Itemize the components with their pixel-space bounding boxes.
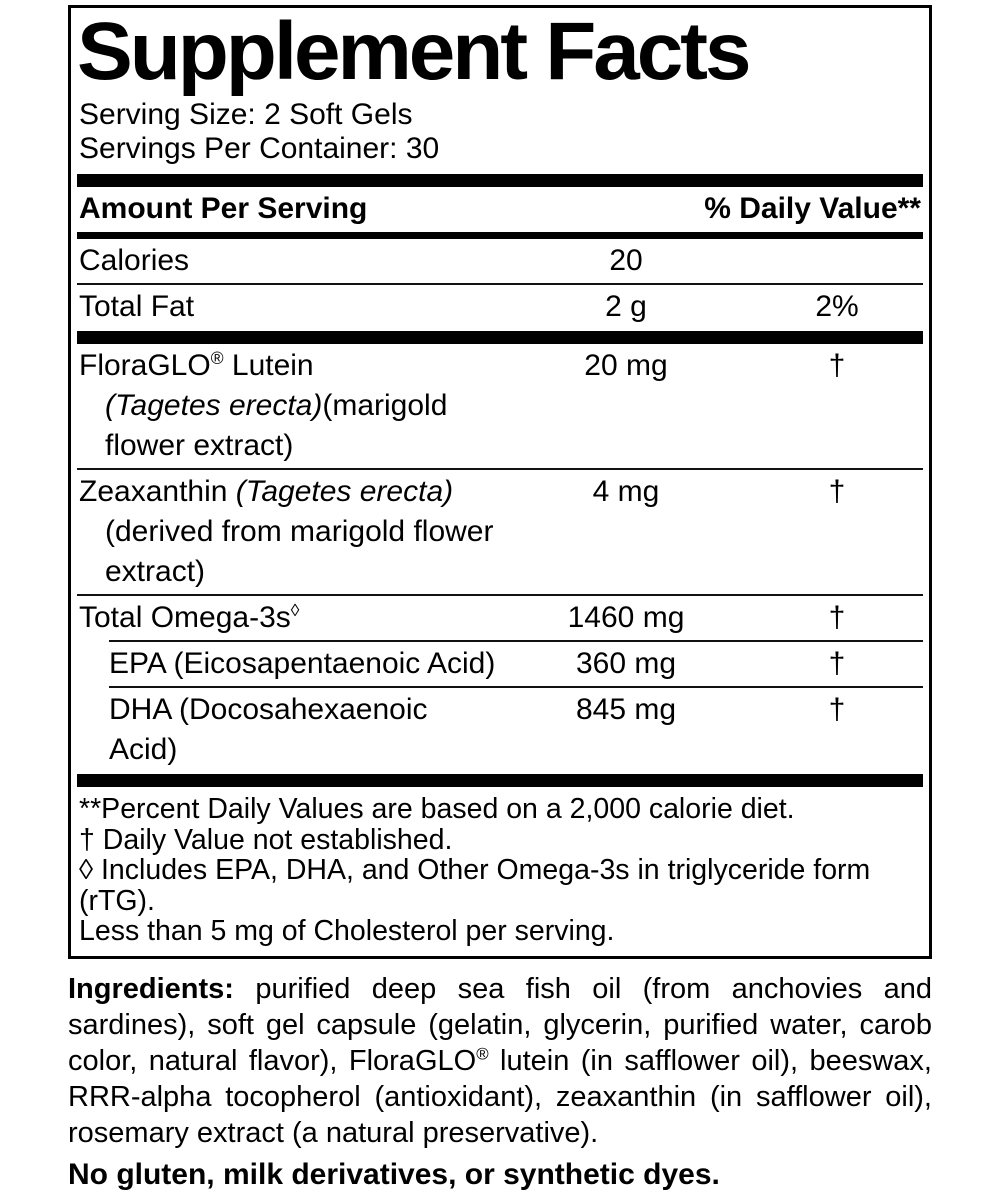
nutrient-name: EPA (Eicosapentaenoic Acid) [109,647,496,680]
row-divider [77,594,923,596]
ingredients-text: Ingredients: purified deep sea fish oil … [68,972,932,1149]
header-divider-bar [77,232,923,239]
nutrient-row-dha: DHA (Docosahexaenoic Acid) 845 mg † [77,688,923,772]
supplement-facts-panel: Supplement Facts Serving Size: 2 Soft Ge… [68,5,932,959]
amount-per-serving-header: Amount Per Serving [79,192,368,225]
nutrient-row-total-omega3: Total Omega-3s◊ 1460 mg † [77,596,923,640]
nutrient-daily-value: † [828,349,846,382]
nutrient-name-line1: Zeaxanthin (Tagetes erecta) [79,475,454,508]
nutrient-daily-value: † [828,647,846,680]
nutrient-name-line2: (Tagetes erecta)(marigold flower extract… [105,389,448,462]
daily-value-header: % Daily Value** [704,192,921,225]
nutrient-name: DHA (Docosahexaenoic Acid) [109,693,428,766]
nutrient-amount: 1460 mg [567,601,685,634]
nutrient-daily-value: 2% [815,290,859,323]
nutrient-name: Total Fat [79,290,195,323]
nutrient-row-zeaxanthin: Zeaxanthin (Tagetes erecta) (derived fro… [77,470,923,594]
nutrient-name: FloraGLO® Lutein (Tagetes erecta)(marigo… [77,346,501,466]
nutrient-amount: 845 mg [575,693,677,726]
column-header-row: Amount Per Serving % Daily Value** [77,187,923,232]
footnote-daily-value: **Percent Daily Values are based on a 2,… [79,793,795,825]
row-divider [77,468,923,470]
servings-per-container: Servings Per Container: 30 [79,132,440,165]
section-divider-bar [77,774,923,787]
nutrient-name: Total Omega-3s◊ [79,600,300,634]
allergen-statement: No gluten, milk derivatives, or syntheti… [68,1157,720,1191]
section-divider-bar [77,331,923,344]
nutrient-amount: 20 [609,244,643,277]
nutrient-name-line2: (derived from marigold flower extract) [105,515,494,588]
nutrient-name: Zeaxanthin (Tagetes erecta) (derived fro… [77,472,501,592]
nutrient-name: Calories [79,244,190,277]
row-divider [77,283,923,285]
footnote-dagger: † Daily Value not established. [79,823,453,856]
nutrient-daily-value: † [828,693,846,726]
nutrient-name-line1: FloraGLO® Lutein [79,348,314,382]
nutrient-row-total-fat: Total Fat 2 g 2% [77,285,923,329]
footnote-cholesterol: Less than 5 mg of Cholesterol per servin… [79,915,615,947]
footnote-diamond: ◊ Includes EPA, DHA, and Other Omega-3s … [79,854,871,917]
nutrient-daily-value: † [828,601,846,634]
nutrient-row-calories: Calories 20 [77,239,923,283]
nutrient-amount: 4 mg [592,475,660,508]
nutrient-row-epa: EPA (Eicosapentaenoic Acid) 360 mg † [77,642,923,686]
panel-title: Supplement Facts [77,6,751,97]
row-divider-indented [109,640,923,642]
nutrient-amount: 360 mg [575,647,677,680]
footnotes: **Percent Daily Values are based on a 2,… [77,787,923,956]
nutrient-daily-value: † [828,475,846,508]
nutrient-amount: 2 g [605,290,647,323]
nutrient-row-lutein: FloraGLO® Lutein (Tagetes erecta)(marigo… [77,344,923,468]
row-divider-indented [109,686,923,688]
section-divider-bar [77,174,923,187]
serving-size: Serving Size: 2 Soft Gels [79,98,413,131]
nutrient-amount: 20 mg [584,349,668,382]
